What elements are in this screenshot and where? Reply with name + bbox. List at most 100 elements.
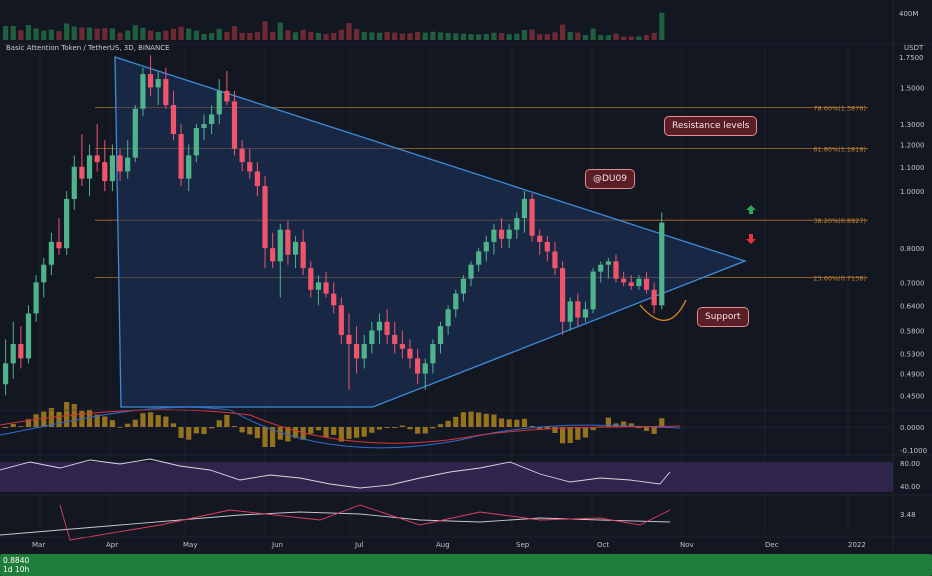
macd-bar [506, 419, 512, 427]
candle-body [216, 90, 222, 115]
volume-bar [140, 27, 146, 40]
macd-bar [559, 427, 566, 444]
candle-body [453, 293, 459, 310]
macd-bar [18, 426, 24, 427]
volume-bar [170, 28, 177, 40]
candle-body [79, 166, 85, 179]
candle-body [460, 278, 466, 294]
macd-bar [155, 415, 161, 427]
price-tick: 0.5300 [900, 351, 925, 359]
author-label: @DU09 [585, 169, 635, 189]
candle-body [254, 171, 260, 187]
signal-line [0, 409, 681, 444]
candle-body [56, 241, 62, 249]
macd-bar [346, 427, 352, 439]
volume-bar [323, 34, 329, 40]
candle-body [262, 186, 268, 249]
macd-bar [468, 411, 474, 427]
price-tick: 0.5800 [900, 327, 925, 335]
volume-bar [86, 27, 93, 40]
candle-body [552, 251, 558, 269]
candle-body [445, 309, 451, 327]
volume-bar [506, 34, 512, 40]
macd-bar [338, 427, 344, 442]
macd-bar [64, 402, 70, 427]
fib-label: 23.60%(0.7138) [813, 274, 866, 282]
volume-bar [537, 34, 543, 40]
volume-bar [125, 30, 131, 40]
volume-bar [292, 32, 299, 40]
time-tick: Jul [354, 541, 364, 549]
candle-body [18, 344, 24, 359]
macd-bar [147, 412, 154, 427]
time-tick: Mar [32, 541, 45, 549]
macd-bar [140, 413, 146, 427]
candle-body [643, 278, 650, 290]
indicator-tick: 40.00 [900, 483, 920, 491]
candle-body [201, 124, 207, 128]
time-tick: 2022 [848, 541, 866, 549]
macd-bar [300, 427, 306, 440]
candle-body [132, 108, 138, 158]
volume-bar [18, 30, 24, 40]
macd-bar [430, 427, 436, 429]
volume-bar [10, 25, 16, 40]
candle-body [86, 155, 93, 179]
volume-bar [64, 23, 70, 40]
macd-bar [262, 427, 268, 447]
triangle-pattern [114, 56, 747, 408]
volume-bar [643, 34, 650, 40]
macd-bar [582, 427, 589, 438]
volume-bar [338, 29, 344, 40]
macd-bar [178, 427, 184, 438]
fib-label: 38.20%(0.8927) [813, 217, 866, 225]
candle-body [468, 264, 474, 279]
candle-body [636, 278, 642, 287]
volume-bar [48, 29, 54, 40]
candle-body [224, 90, 230, 102]
volume-bar [651, 32, 657, 40]
candle-body [331, 293, 337, 306]
volume-bar [193, 30, 199, 40]
trading-chart[interactable]: 78.60%(1.3876) 61.80%(1.1818) 38.20%(0.892… [0, 0, 932, 550]
candle-body [659, 222, 665, 306]
macd-bar [575, 427, 581, 440]
volume-bar [613, 33, 619, 40]
macd-panel [0, 402, 893, 449]
candle-body [369, 330, 375, 345]
macd-bar [209, 427, 215, 429]
candle-body [323, 282, 329, 294]
candle-body [476, 251, 482, 265]
volume-bar [109, 28, 116, 40]
macd-bar [567, 427, 573, 444]
candle-body [3, 363, 9, 385]
macd-bar [323, 427, 329, 437]
candle-body [64, 198, 70, 249]
indicator-tick: 0.0000 [900, 424, 925, 432]
candle-body [559, 268, 566, 322]
macd-bar [3, 427, 9, 428]
volume-bar [186, 28, 192, 40]
candle-body [147, 74, 154, 88]
macd-bar [285, 427, 291, 442]
volume-bar [384, 32, 390, 40]
time-tick: Apr [106, 541, 118, 549]
macd-bar [186, 427, 192, 440]
price-tick: 0.6400 [900, 302, 925, 310]
candle-body [544, 241, 550, 252]
volume-bar [163, 30, 169, 40]
macd-bar [369, 427, 375, 433]
macd-bar [621, 421, 627, 427]
macd-bar [628, 423, 634, 427]
last-price-badge: 0.8840 1d 10h [0, 554, 932, 576]
macd-bar [483, 413, 489, 427]
macd-bar [361, 427, 367, 437]
bar-countdown: 1d 10h [3, 565, 30, 574]
macd-bar [445, 420, 451, 427]
macd-bar [399, 425, 405, 427]
support-label: Support [697, 307, 749, 327]
candle-body [193, 127, 199, 156]
candle-body [109, 155, 116, 182]
candle-body [415, 358, 421, 374]
